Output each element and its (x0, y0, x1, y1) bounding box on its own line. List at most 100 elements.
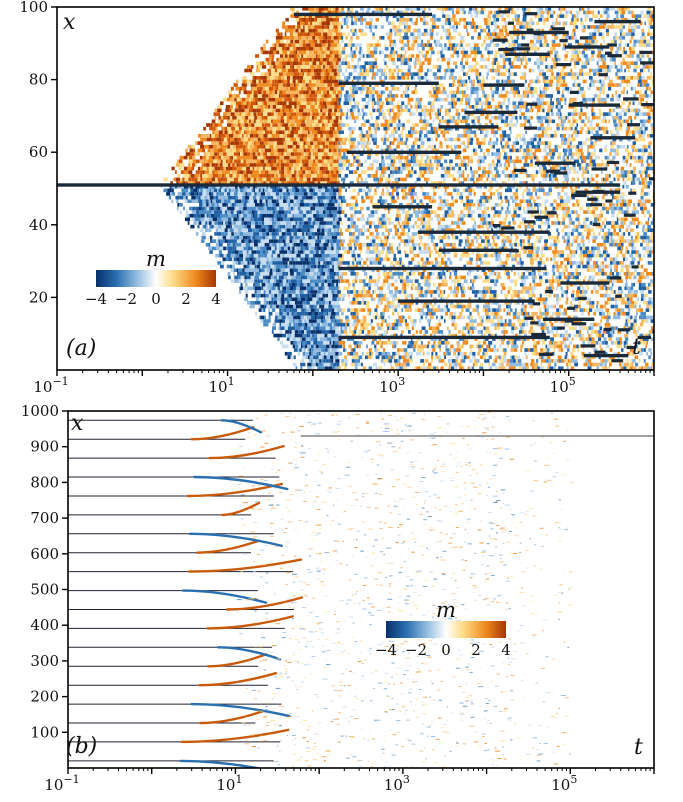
heatmap-cell (617, 246, 622, 251)
heatmap-cell (340, 221, 343, 225)
heatmap-cell (374, 290, 377, 294)
heatmap-cell (291, 333, 295, 338)
heatmap-cell (506, 272, 510, 276)
heatmap-cell (206, 203, 209, 207)
heatmap-cell (304, 311, 308, 316)
heatmap-cell (572, 315, 575, 320)
heatmap-cell (315, 326, 320, 331)
heatmap-cell (354, 362, 358, 367)
heatmap-cell (309, 228, 313, 233)
heatmap-cell (612, 279, 616, 283)
heatmap-cell (211, 221, 215, 225)
heatmap-cell (616, 355, 620, 360)
heatmap-cell (452, 221, 456, 225)
heatmap-cell (284, 297, 288, 302)
heatmap-cell (405, 319, 407, 323)
heatmap-cell (463, 213, 466, 218)
heatmap-cell (225, 213, 229, 218)
heatmap-cell (338, 286, 341, 291)
heatmap-cell (621, 362, 624, 367)
heatmap-cell (355, 242, 360, 247)
heatmap-cell (456, 304, 459, 309)
heatmap-cell (458, 304, 463, 309)
heatmap-cell (335, 311, 340, 316)
heatmap-cell (419, 239, 422, 243)
heatmap-cell (310, 242, 315, 247)
heatmap-cell (270, 301, 274, 305)
heatmap-cell (569, 195, 572, 200)
heatmap-cell (302, 355, 306, 360)
heatmap-cell (322, 293, 326, 298)
heatmap-cell (459, 337, 462, 341)
heatmap-cell (505, 359, 507, 363)
heatmap-cell (316, 322, 321, 327)
heatmap-cell (295, 242, 301, 247)
heatmap-cell (625, 268, 630, 273)
heatmap-cell (219, 199, 221, 204)
heatmap-cell (427, 341, 430, 345)
heatmap-cell (588, 326, 592, 331)
heatmap-cell (483, 326, 486, 331)
heatmap-cell (287, 326, 292, 331)
heatmap-cell (366, 257, 369, 262)
heatmap-cell (382, 311, 385, 316)
heatmap-cell (318, 355, 322, 360)
heatmap-cell (302, 301, 307, 305)
heatmap-cell (472, 308, 477, 312)
heatmap-cell (483, 272, 487, 276)
heatmap-cell (536, 315, 540, 320)
heatmap-cell (485, 206, 488, 211)
heatmap-cell (396, 206, 399, 211)
heatmap-cell (484, 195, 487, 200)
heatmap-cell (172, 184, 175, 189)
heatmap-cell (581, 286, 585, 291)
heatmap-cell (394, 290, 399, 294)
heatmap-cell (252, 228, 256, 233)
heatmap-cell (466, 235, 469, 240)
heatmap-cell (545, 279, 549, 283)
heatmap-cell (414, 221, 417, 225)
heatmap-cell (418, 246, 422, 251)
heatmap-cell (309, 304, 314, 309)
heatmap-cell (349, 242, 352, 247)
heatmap-cell (305, 337, 309, 341)
heatmap-cell (633, 330, 637, 334)
heatmap-cell (324, 228, 329, 233)
heatmap-cell (276, 206, 280, 211)
heatmap-cell (536, 341, 540, 345)
heatmap-cell (517, 290, 521, 294)
heatmap-cell (443, 213, 445, 218)
heatmap-cell (312, 351, 317, 356)
heatmap-cell (240, 282, 243, 287)
heatmap-cell (160, 184, 163, 189)
heatmap-cell (591, 301, 595, 305)
heatmap-cell (547, 221, 550, 225)
heatmap-cell (241, 203, 244, 207)
heatmap-cell (409, 268, 413, 273)
heatmap-cell (477, 275, 480, 280)
heatmap-cell (551, 311, 554, 316)
heatmap-cell (606, 344, 610, 349)
heatmap-cell (226, 246, 228, 251)
heatmap-cell (293, 217, 299, 222)
heatmap-cell (336, 192, 339, 196)
heatmap-cell (589, 275, 592, 280)
heatmap-cell (500, 192, 502, 196)
heatmap-cell (224, 228, 228, 233)
heatmap-cell (401, 188, 404, 193)
heatmap-cell (238, 217, 242, 222)
heatmap-cell (287, 232, 292, 236)
heatmap-cell (514, 228, 517, 233)
heatmap-cell (290, 199, 294, 204)
heatmap-cell (337, 293, 340, 298)
heatmap-cell (319, 210, 323, 214)
heatmap-cell (300, 199, 304, 204)
heatmap-cell (522, 195, 525, 200)
heatmap-cell (526, 337, 530, 341)
heatmap-cell (353, 330, 357, 334)
heatmap-cell (570, 264, 573, 269)
heatmap-cell (393, 293, 397, 298)
heatmap-cell (467, 246, 472, 251)
heatmap-cell (371, 341, 375, 345)
heatmap-cell (392, 351, 396, 356)
